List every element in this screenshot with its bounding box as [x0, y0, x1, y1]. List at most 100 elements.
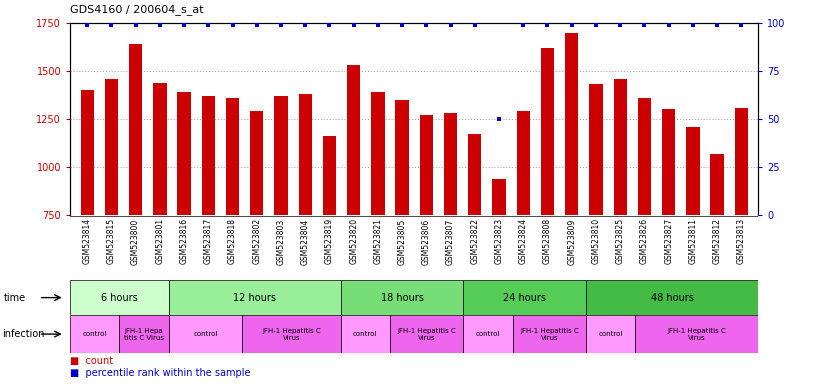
Text: GSM523822: GSM523822 — [470, 218, 479, 264]
Point — [541, 22, 554, 28]
Bar — [512, 315, 586, 353]
Bar — [463, 280, 586, 315]
Point — [372, 22, 385, 28]
Point — [710, 22, 724, 28]
Bar — [635, 315, 758, 353]
Text: GSM523826: GSM523826 — [640, 218, 649, 265]
Text: GSM523803: GSM523803 — [277, 218, 286, 265]
Point — [202, 22, 215, 28]
Text: GSM523802: GSM523802 — [252, 218, 261, 265]
Text: 6 hours: 6 hours — [101, 293, 138, 303]
Text: 48 hours: 48 hours — [651, 293, 694, 303]
Bar — [202, 96, 215, 215]
Point — [638, 22, 651, 28]
Bar — [340, 280, 463, 315]
Bar — [589, 84, 603, 215]
Bar — [120, 315, 169, 353]
Bar — [129, 44, 142, 215]
Text: GSM523804: GSM523804 — [301, 218, 310, 265]
Text: JFH-1 Hepatitis C
Virus: JFH-1 Hepatitis C Virus — [520, 328, 579, 341]
Bar — [586, 315, 635, 353]
Point — [250, 22, 263, 28]
Point — [226, 22, 240, 28]
Bar — [420, 115, 433, 215]
Text: GSM523819: GSM523819 — [325, 218, 334, 265]
Text: GSM523820: GSM523820 — [349, 218, 358, 265]
Text: 24 hours: 24 hours — [503, 293, 546, 303]
Point — [105, 22, 118, 28]
Point — [686, 22, 700, 28]
Bar — [169, 280, 340, 315]
Bar — [153, 83, 167, 215]
Text: control: control — [193, 331, 217, 337]
Text: GSM523813: GSM523813 — [737, 218, 746, 265]
Text: control: control — [476, 331, 501, 337]
Point — [444, 22, 457, 28]
Text: JFH-1 Hepatitis C
Virus: JFH-1 Hepatitis C Virus — [667, 328, 726, 341]
Point — [492, 116, 506, 122]
Bar — [274, 96, 287, 215]
Point — [299, 22, 312, 28]
Point — [468, 22, 482, 28]
Text: time: time — [4, 293, 26, 303]
Bar — [444, 113, 458, 215]
Text: JFH-1 Hepatitis C
Virus: JFH-1 Hepatitis C Virus — [262, 328, 320, 341]
Bar — [710, 154, 724, 215]
Text: GSM523817: GSM523817 — [204, 218, 213, 265]
Text: GSM523825: GSM523825 — [615, 218, 624, 265]
Point — [274, 22, 287, 28]
Text: control: control — [599, 331, 623, 337]
Point — [516, 22, 529, 28]
Text: ■  percentile rank within the sample: ■ percentile rank within the sample — [70, 367, 251, 377]
Point — [323, 22, 336, 28]
Bar — [516, 111, 530, 215]
Bar — [347, 65, 360, 215]
Bar — [70, 280, 169, 315]
Point — [734, 22, 748, 28]
Bar — [396, 100, 409, 215]
Point — [589, 22, 602, 28]
Text: GSM523823: GSM523823 — [495, 218, 504, 265]
Bar — [371, 92, 385, 215]
Bar — [80, 90, 94, 215]
Point — [154, 22, 167, 28]
Bar — [70, 315, 120, 353]
Point — [565, 22, 578, 28]
Text: GSM523808: GSM523808 — [543, 218, 552, 265]
Bar — [178, 92, 191, 215]
Bar — [565, 33, 578, 215]
Text: GSM523812: GSM523812 — [713, 218, 722, 264]
Text: GSM523807: GSM523807 — [446, 218, 455, 265]
Text: GSM523809: GSM523809 — [567, 218, 577, 265]
Bar — [323, 136, 336, 215]
Bar — [686, 127, 700, 215]
Point — [396, 22, 409, 28]
Text: control: control — [83, 331, 107, 337]
Text: GSM523815: GSM523815 — [107, 218, 116, 265]
Bar — [662, 109, 676, 215]
Bar — [225, 98, 240, 215]
Point — [81, 22, 94, 28]
Bar — [169, 315, 242, 353]
Bar — [463, 315, 512, 353]
Text: GSM523811: GSM523811 — [688, 218, 697, 264]
Text: GSM523818: GSM523818 — [228, 218, 237, 264]
Bar — [541, 48, 554, 215]
Point — [614, 22, 627, 28]
Text: GSM523800: GSM523800 — [131, 218, 140, 265]
Text: GSM523814: GSM523814 — [83, 218, 92, 265]
Text: GSM523816: GSM523816 — [179, 218, 188, 265]
Bar — [242, 315, 340, 353]
Point — [420, 22, 433, 28]
Text: 18 hours: 18 hours — [381, 293, 424, 303]
Bar — [734, 108, 748, 215]
Point — [178, 22, 191, 28]
Text: control: control — [353, 331, 377, 337]
Text: JFH-1 Hepa
titis C Virus: JFH-1 Hepa titis C Virus — [124, 328, 164, 341]
Point — [662, 22, 675, 28]
Point — [347, 22, 360, 28]
Text: ■  count: ■ count — [70, 356, 113, 366]
Bar — [614, 79, 627, 215]
Text: GSM523827: GSM523827 — [664, 218, 673, 265]
Point — [129, 22, 142, 28]
